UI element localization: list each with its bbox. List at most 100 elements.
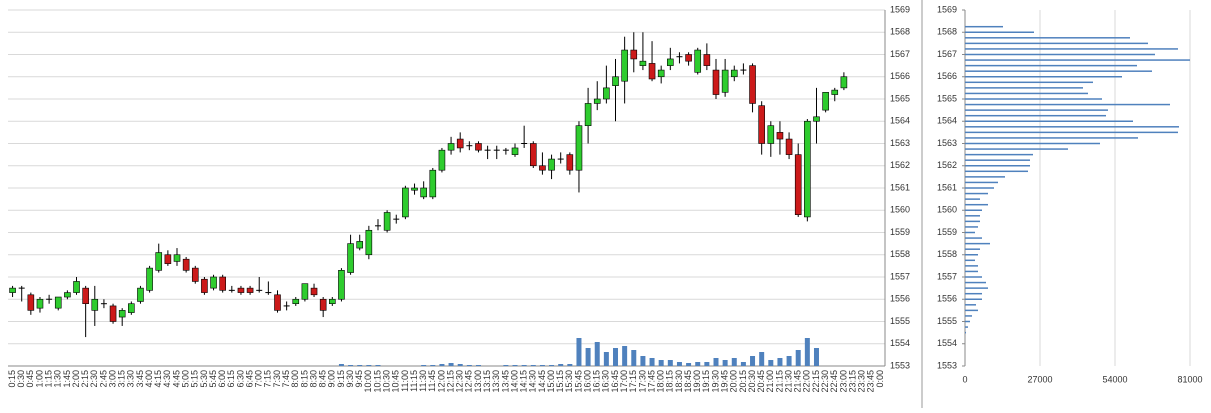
x-tick-label: 11:15 <box>409 370 419 392</box>
candle-body <box>201 278 208 293</box>
volume-bar <box>777 358 783 366</box>
x-tick-label: 0 <box>962 374 967 384</box>
x-tick-label: 11:45 <box>427 370 437 392</box>
x-tick-label: 19:45 <box>720 370 730 393</box>
candle-body <box>804 120 811 218</box>
x-tick-label: 9:15 <box>336 370 346 388</box>
candle-body <box>27 294 35 311</box>
volume-bar <box>521 365 527 366</box>
x-tick-label: 8:30 <box>308 370 318 388</box>
volume-bar <box>594 342 600 366</box>
y-tick-label: 1564 <box>890 116 910 126</box>
profile-bar <box>965 76 1122 78</box>
x-tick-label: 7:30 <box>272 370 282 388</box>
volume-bar <box>795 350 801 366</box>
profile-bar <box>965 64 1137 67</box>
candle-body <box>657 69 665 78</box>
profile-bar <box>965 304 976 306</box>
x-tick-label: 19:15 <box>701 370 711 393</box>
candle-body <box>383 212 391 231</box>
profile-bar <box>965 203 988 206</box>
x-tick-label: 14:15 <box>519 370 529 393</box>
volume-bar <box>722 360 728 366</box>
x-tick-label: 18:15 <box>665 370 675 393</box>
x-tick-label: 16:30 <box>601 370 611 393</box>
candle-body <box>274 294 281 311</box>
profile-bar <box>965 120 1133 122</box>
candle-body <box>191 267 199 282</box>
x-tick-label: 6:15 <box>226 370 236 388</box>
volume-bar <box>585 348 591 366</box>
volume-bar <box>603 352 609 366</box>
x-tick-label: 0:00 <box>875 370 885 388</box>
x-tick-label: 20:15 <box>738 370 748 393</box>
x-tick-label: 13:15 <box>482 370 492 393</box>
candle-body <box>539 165 546 171</box>
x-tick-label: 4:15 <box>153 370 163 388</box>
volume-bar <box>640 356 646 366</box>
x-tick-label: 18:00 <box>656 370 666 393</box>
profile-bar <box>965 215 980 217</box>
candle-body <box>210 276 217 289</box>
candle-body <box>36 298 44 309</box>
y-tick-label: 1557 <box>890 271 910 281</box>
candle-body <box>128 303 135 313</box>
y-tick-label: 1555 <box>890 316 910 326</box>
x-tick-label: 6:45 <box>244 370 254 388</box>
profile-bar <box>965 326 968 328</box>
candle-body <box>794 154 802 216</box>
profile-bar <box>965 92 1088 95</box>
profile-bar <box>965 331 966 334</box>
candle-body <box>73 281 80 293</box>
x-tick-label: 9:45 <box>354 370 364 388</box>
candle-body <box>593 98 601 104</box>
y-tick-label: 1565 <box>937 93 957 103</box>
volume-bar <box>375 365 381 366</box>
x-tick-label: 14:00 <box>509 370 519 393</box>
x-tick-label: 17:45 <box>646 370 656 393</box>
volume-bar <box>503 365 509 366</box>
candle-body <box>603 87 610 100</box>
x-tick-label: 12:45 <box>464 370 474 393</box>
profile-bar <box>965 315 972 317</box>
y-tick-label: 1562 <box>937 160 957 170</box>
volume-bar <box>338 364 344 366</box>
profile-bar <box>965 148 1068 150</box>
profile-bar <box>965 292 982 295</box>
y-tick-label: 1560 <box>890 205 910 215</box>
profile-bar <box>965 226 978 228</box>
volume-bar <box>348 365 354 366</box>
volume-bar <box>622 346 628 366</box>
y-tick-label: 1563 <box>890 138 910 148</box>
candle-body <box>91 298 99 311</box>
x-tick-label: 27000 <box>1027 374 1052 384</box>
x-tick-label: 21:15 <box>774 370 784 393</box>
candle-body <box>749 65 756 104</box>
x-tick-label: 6:00 <box>217 370 227 388</box>
profile-bar <box>965 298 982 300</box>
y-tick-label: 1559 <box>937 227 957 237</box>
y-tick-label: 1555 <box>937 316 957 326</box>
profile-bar <box>965 270 978 273</box>
profile-bar <box>965 142 1100 145</box>
candle-body <box>685 54 692 62</box>
volume-bar <box>786 356 792 366</box>
candle-body <box>667 58 674 66</box>
volume-bar <box>804 338 810 366</box>
x-tick-label: 5:30 <box>199 370 209 388</box>
x-tick-label: 22:00 <box>802 370 812 393</box>
y-tick-label: 1558 <box>890 249 910 259</box>
candle-body <box>840 76 848 89</box>
candle-body <box>758 105 765 144</box>
y-tick-label: 1556 <box>937 294 957 304</box>
volume-bar <box>658 360 664 366</box>
volume-bar <box>759 352 765 366</box>
x-tick-label: 7:15 <box>263 370 273 388</box>
candle-body <box>420 187 427 198</box>
candle-body <box>621 49 628 82</box>
x-tick-label: 4:45 <box>171 370 181 388</box>
profile-bar <box>965 114 1106 117</box>
x-tick-label: 14:45 <box>537 370 547 393</box>
profile-bar <box>965 276 982 278</box>
candle-body <box>292 298 300 304</box>
